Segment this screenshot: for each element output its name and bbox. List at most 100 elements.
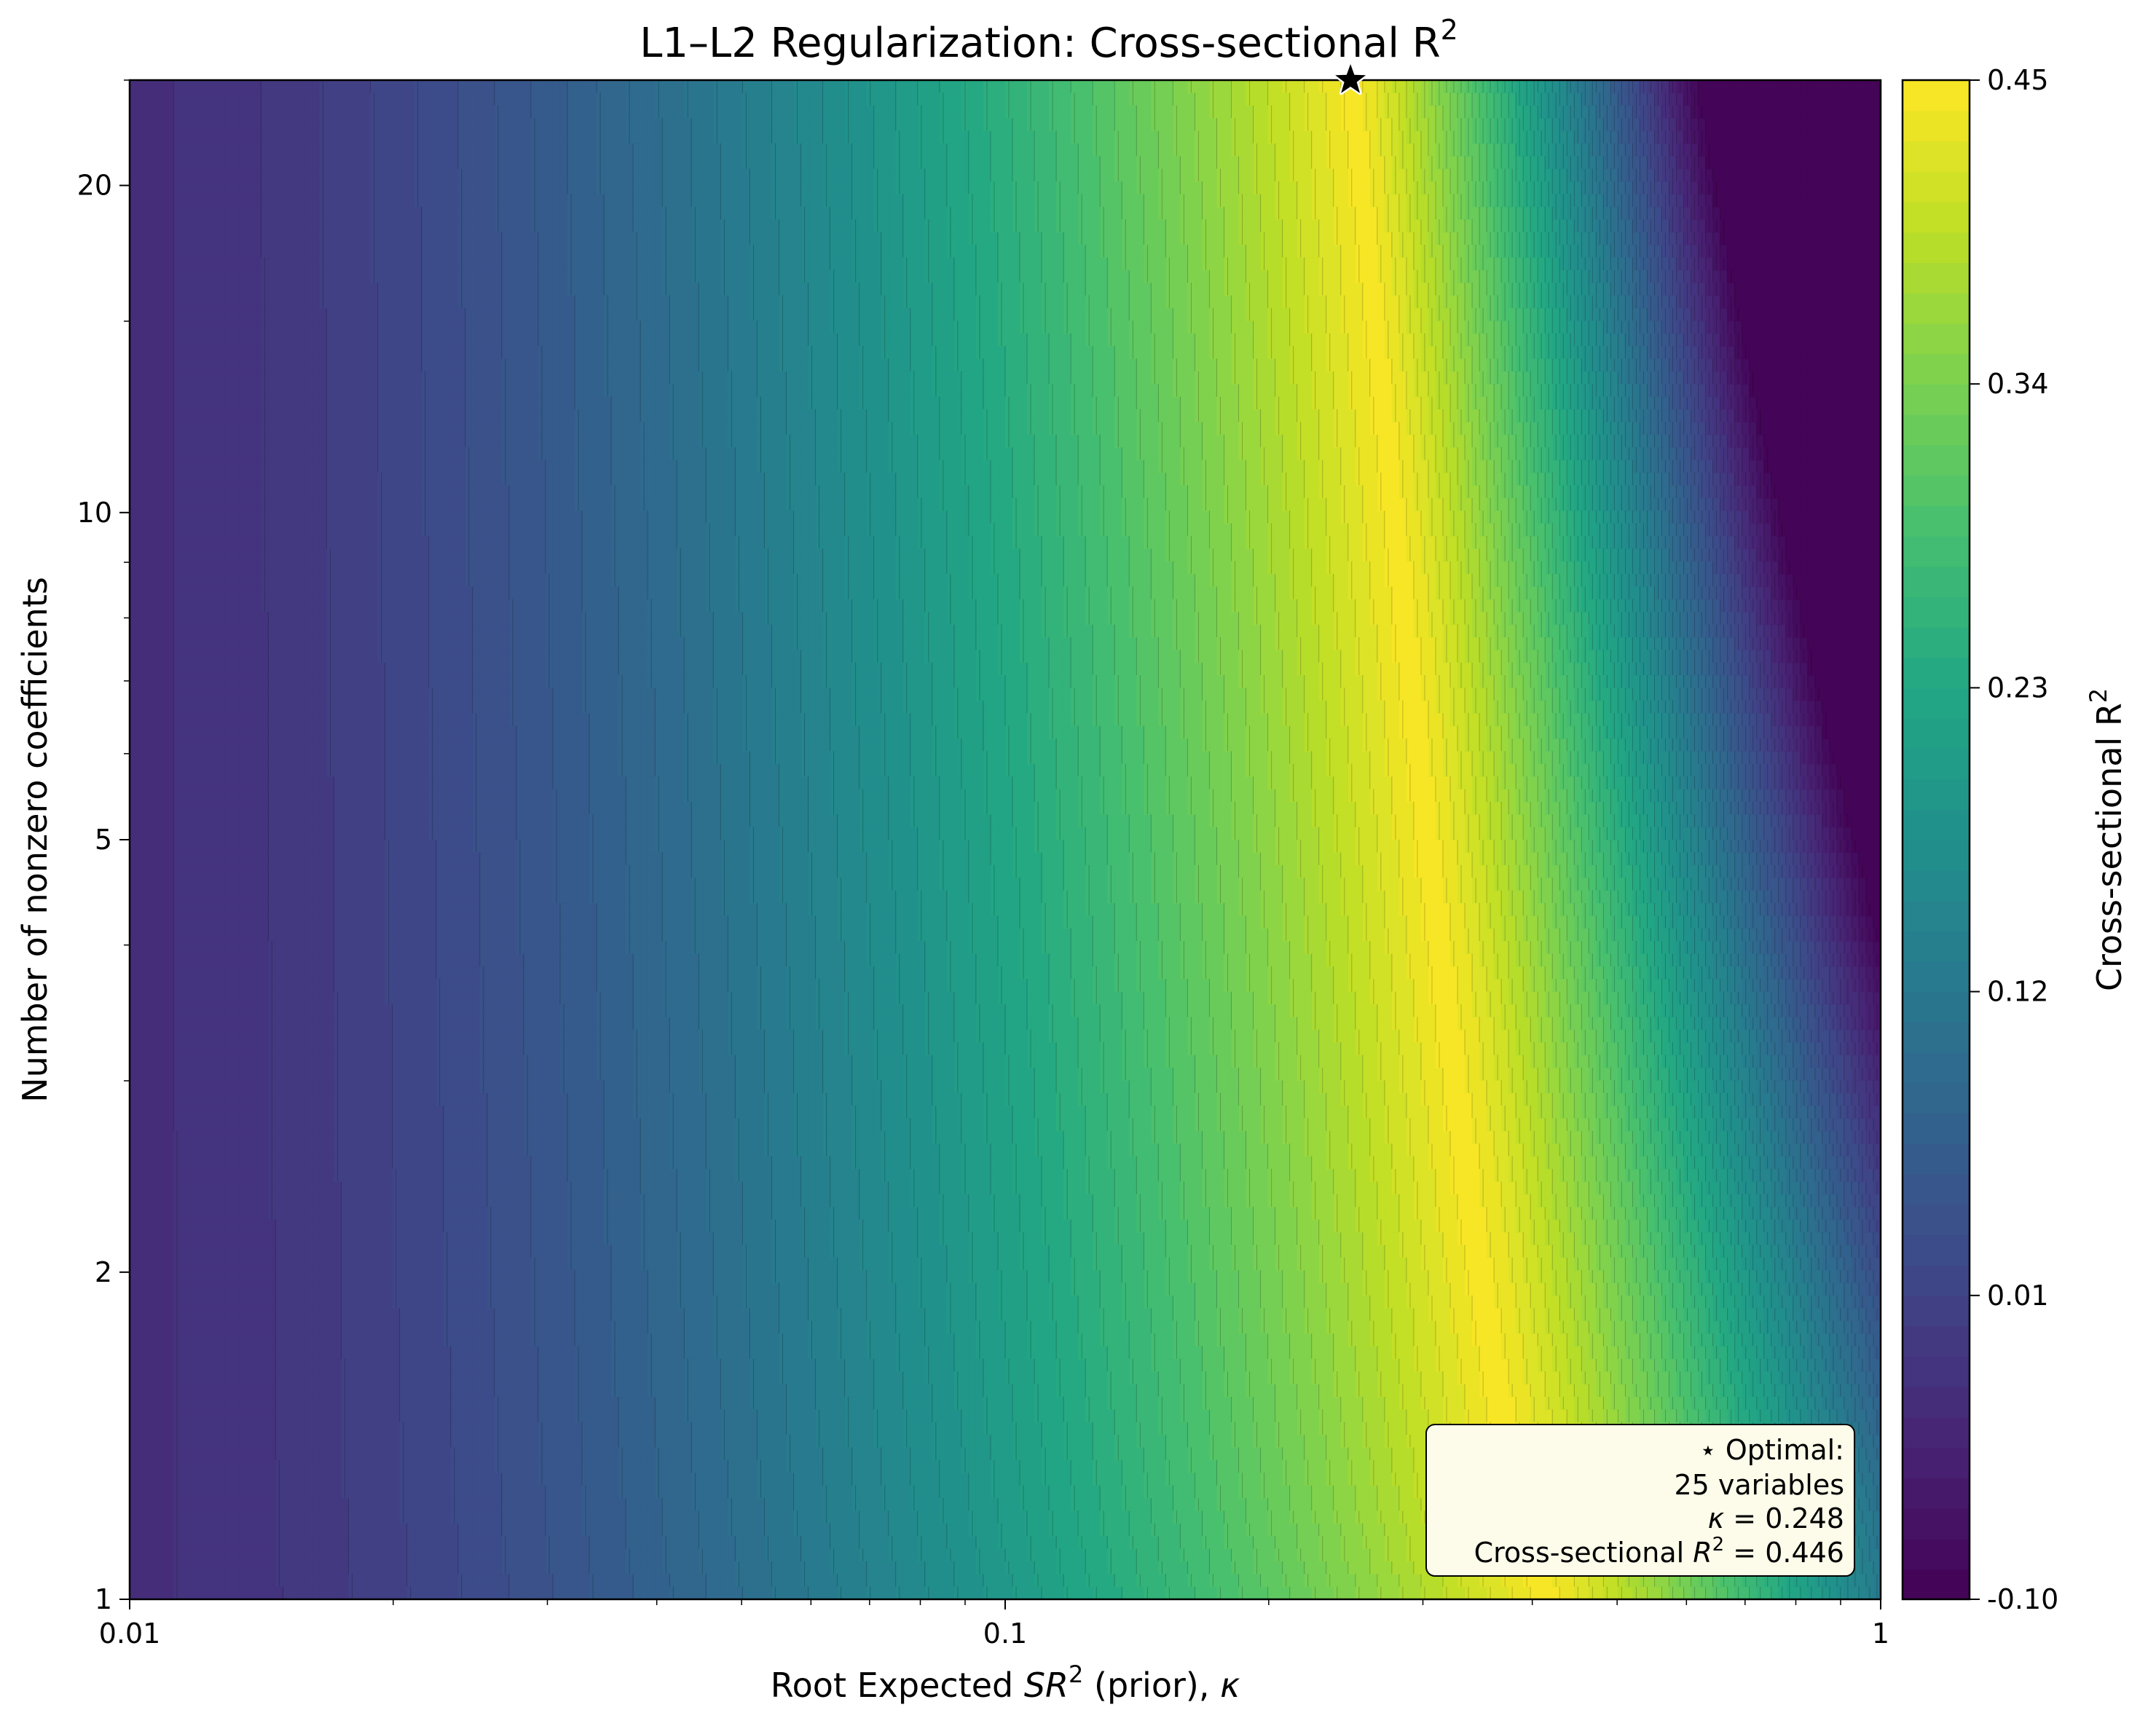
heatmap-cell bbox=[1144, 1422, 1152, 1435]
heatmap-cell bbox=[1734, 1574, 1743, 1588]
heatmap-cell bbox=[1216, 1536, 1225, 1550]
heatmap-cell bbox=[1209, 1358, 1218, 1372]
heatmap-cell bbox=[1676, 1586, 1685, 1599]
heatmap-cell bbox=[771, 1523, 780, 1537]
heatmap-cell bbox=[370, 1358, 379, 1372]
heatmap-cell bbox=[326, 1396, 335, 1411]
heatmap-cell bbox=[1231, 1396, 1240, 1411]
heatmap-cell bbox=[822, 1459, 831, 1473]
heatmap-cell bbox=[713, 1384, 722, 1398]
heatmap-cell bbox=[888, 1536, 897, 1550]
heatmap-cell bbox=[1267, 1384, 1276, 1398]
heatmap-cell bbox=[1413, 1384, 1422, 1398]
heatmap-cell bbox=[1151, 1536, 1160, 1550]
heatmap-cell bbox=[334, 1435, 342, 1449]
heatmap-cell bbox=[304, 1523, 313, 1537]
heatmap-cell bbox=[1020, 1497, 1028, 1512]
heatmap-cell bbox=[939, 1473, 948, 1486]
heatmap-cell bbox=[859, 1510, 867, 1524]
heatmap-cell bbox=[1778, 1346, 1787, 1360]
heatmap-cell bbox=[1391, 1384, 1400, 1398]
heatmap-cell bbox=[990, 1459, 999, 1473]
heatmap-cell bbox=[450, 1346, 459, 1360]
heatmap-cell bbox=[1705, 1574, 1714, 1588]
heatmap-cell bbox=[275, 1358, 284, 1372]
heatmap-cell bbox=[1180, 1473, 1189, 1486]
heatmap-cell bbox=[1311, 1561, 1320, 1575]
heatmap-cell bbox=[1676, 1574, 1685, 1588]
heatmap-cell bbox=[1494, 1384, 1502, 1398]
heatmap-cell bbox=[224, 1561, 233, 1575]
heatmap-cell bbox=[793, 1548, 802, 1562]
heatmap-cell bbox=[1275, 1485, 1283, 1499]
heatmap-cell bbox=[1406, 1586, 1415, 1599]
heatmap-cell bbox=[523, 1346, 532, 1360]
heatmap-cell bbox=[910, 1435, 918, 1449]
heatmap-cell bbox=[567, 1536, 575, 1550]
heatmap-cell bbox=[648, 1459, 656, 1473]
heatmap-cell bbox=[290, 1358, 299, 1372]
heatmap-cell bbox=[253, 1485, 262, 1499]
heatmap-cell bbox=[800, 1384, 809, 1398]
heatmap-cell bbox=[1304, 1435, 1313, 1449]
heatmap-cell bbox=[735, 1396, 744, 1411]
heatmap-cell bbox=[851, 1586, 860, 1599]
heatmap-cell bbox=[217, 1561, 226, 1575]
heatmap-cell bbox=[633, 1497, 641, 1512]
heatmap-cell bbox=[392, 1459, 401, 1473]
heatmap-cell bbox=[1129, 1447, 1138, 1461]
heatmap-cell bbox=[1559, 1574, 1568, 1588]
heatmap-cell bbox=[1443, 1346, 1451, 1360]
heatmap-cell bbox=[1042, 1358, 1050, 1372]
heatmap-cell bbox=[1063, 1371, 1071, 1385]
heatmap-cell bbox=[815, 1561, 824, 1575]
heatmap-cell bbox=[939, 1371, 948, 1385]
heatmap-cell bbox=[728, 1333, 736, 1347]
heatmap-cell bbox=[582, 1561, 590, 1575]
heatmap-cell bbox=[1814, 1358, 1823, 1372]
heatmap-cell bbox=[1078, 1523, 1086, 1537]
heatmap-cell bbox=[1049, 1497, 1057, 1512]
heatmap-cell bbox=[611, 1459, 619, 1473]
heatmap-cell bbox=[691, 1561, 700, 1575]
heatmap-cell bbox=[924, 1485, 933, 1499]
heatmap-cell bbox=[552, 1459, 561, 1473]
heatmap-cell bbox=[815, 1346, 824, 1360]
heatmap-cell bbox=[910, 1536, 918, 1550]
heatmap-cell bbox=[494, 1435, 503, 1449]
heatmap-cell bbox=[1165, 1346, 1174, 1360]
heatmap-cell bbox=[1413, 1473, 1422, 1486]
heatmap-cell bbox=[873, 1371, 882, 1385]
heatmap-cell bbox=[873, 1523, 882, 1537]
heatmap-cell bbox=[910, 1447, 918, 1461]
heatmap-cell bbox=[1209, 1384, 1218, 1398]
heatmap-cell bbox=[932, 1396, 940, 1411]
heatmap-cell bbox=[472, 1447, 481, 1461]
heatmap-cell bbox=[808, 1586, 817, 1599]
heatmap-cell bbox=[202, 1459, 211, 1473]
heatmap-cell bbox=[706, 1561, 715, 1575]
heatmap-cell bbox=[421, 1485, 430, 1499]
heatmap-cell bbox=[990, 1396, 999, 1411]
heatmap-cell bbox=[341, 1497, 350, 1512]
heatmap-cell bbox=[1742, 1586, 1750, 1599]
heatmap-cell bbox=[414, 1574, 422, 1588]
heatmap-cell bbox=[1114, 1574, 1123, 1588]
heatmap-cell bbox=[1180, 1523, 1189, 1537]
heatmap-cell bbox=[1778, 1574, 1787, 1588]
heatmap-cell bbox=[1063, 1396, 1071, 1411]
heatmap-cell bbox=[1158, 1435, 1167, 1449]
heatmap-cell bbox=[399, 1473, 408, 1486]
heatmap-cell bbox=[559, 1548, 568, 1562]
heatmap-cell bbox=[764, 1409, 773, 1423]
heatmap-cell bbox=[742, 1435, 751, 1449]
heatmap-cell bbox=[881, 1497, 889, 1512]
heatmap-cell bbox=[881, 1371, 889, 1385]
heatmap-cell bbox=[1661, 1574, 1670, 1588]
heatmap-cell bbox=[1333, 1396, 1342, 1411]
heatmap-cell bbox=[1151, 1396, 1160, 1411]
heatmap-cell bbox=[1034, 1510, 1042, 1524]
heatmap-cell bbox=[1720, 1409, 1728, 1423]
heatmap-cell bbox=[516, 1561, 524, 1575]
heatmap-cell bbox=[1457, 1346, 1465, 1360]
